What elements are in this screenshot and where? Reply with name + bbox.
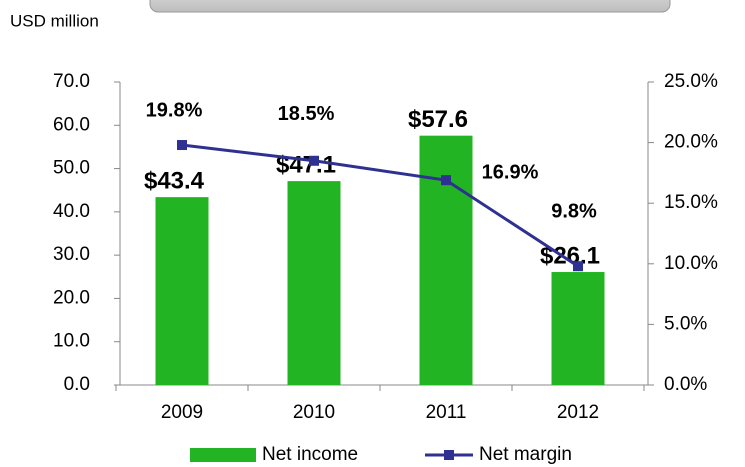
legend-swatch (190, 448, 256, 462)
legend-label: Net income (262, 444, 358, 465)
y2-tick-label: 20.0% (664, 132, 718, 153)
y-tick-label: 40.0 (53, 201, 90, 222)
bar-value-label: $57.6 (408, 106, 468, 133)
x-tick-label: 2010 (293, 402, 335, 423)
bar (551, 272, 605, 385)
y2-tick-label: 5.0% (664, 313, 707, 334)
bar (419, 135, 473, 385)
y-tick-label: 20.0 (53, 287, 90, 308)
bar-value-label: $43.4 (144, 167, 205, 194)
y2-tick-label: 0.0% (664, 374, 707, 395)
y-tick-label: 60.0 (53, 114, 90, 135)
legend-label: Net margin (479, 444, 572, 465)
y-tick-label: 10.0 (53, 331, 90, 352)
line-value-label: 16.9% (482, 161, 539, 183)
bar-value-label: $47.1 (276, 151, 336, 178)
x-tick-label: 2012 (557, 402, 599, 423)
line (181, 143, 579, 268)
y2-tick-label: 15.0% (664, 192, 718, 213)
y-tick-label: 70.0 (53, 71, 90, 92)
y-tick-label: 0.0 (64, 374, 90, 395)
header-box (149, 0, 671, 13)
y2-tick-label: 10.0% (664, 253, 718, 274)
unit-label: USD million (10, 11, 99, 30)
line-value-label: 9.8% (551, 201, 597, 223)
bar (155, 197, 209, 385)
line-marker (177, 140, 187, 151)
x-tick-label: 2011 (426, 402, 467, 423)
line-marker (441, 175, 451, 186)
line-marker (573, 261, 583, 272)
line-marker (309, 155, 319, 166)
y2-tick-label: 25.0% (664, 71, 718, 92)
y-tick-label: 50.0 (53, 158, 90, 179)
legend-swatch-marker (444, 450, 454, 460)
bar (287, 181, 341, 385)
x-tick-label: 2009 (161, 402, 203, 423)
line-value-label: 18.5% (278, 103, 335, 125)
y-tick-label: 30.0 (53, 244, 90, 265)
line-value-label: 19.8% (146, 99, 203, 121)
